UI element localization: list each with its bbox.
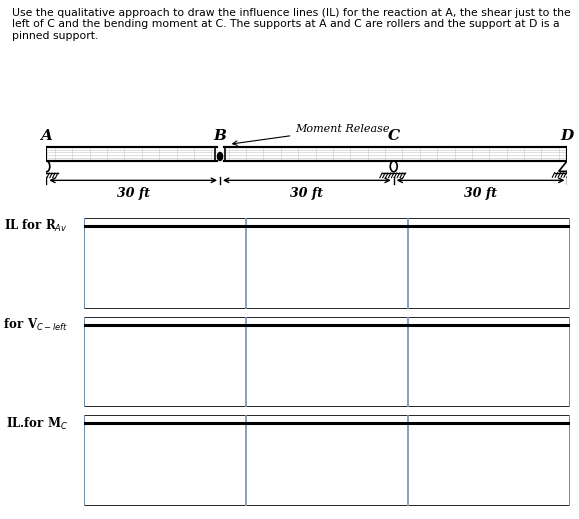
Text: 30 ft: 30 ft [117,187,149,200]
Text: IL.for M$_C$: IL.for M$_C$ [6,415,68,431]
Polygon shape [559,160,576,171]
Text: D: D [561,129,574,143]
Text: 30 ft: 30 ft [291,187,323,200]
Bar [46,147,567,160]
Circle shape [217,153,222,160]
Text: C: C [388,129,400,143]
Text: IL for R$_{Av}$: IL for R$_{Av}$ [4,218,68,234]
Text: Moment Release: Moment Release [233,124,390,145]
Circle shape [390,161,397,172]
Text: B: B [214,129,226,143]
Text: IL for V$_{C-left}$: IL for V$_{C-left}$ [0,317,68,333]
Text: Use the qualitative approach to draw the influence lines (IL) for the reaction a: Use the qualitative approach to draw the… [12,8,570,41]
Text: 30 ft: 30 ft [464,187,497,200]
Text: A: A [41,129,52,143]
Circle shape [43,161,50,172]
